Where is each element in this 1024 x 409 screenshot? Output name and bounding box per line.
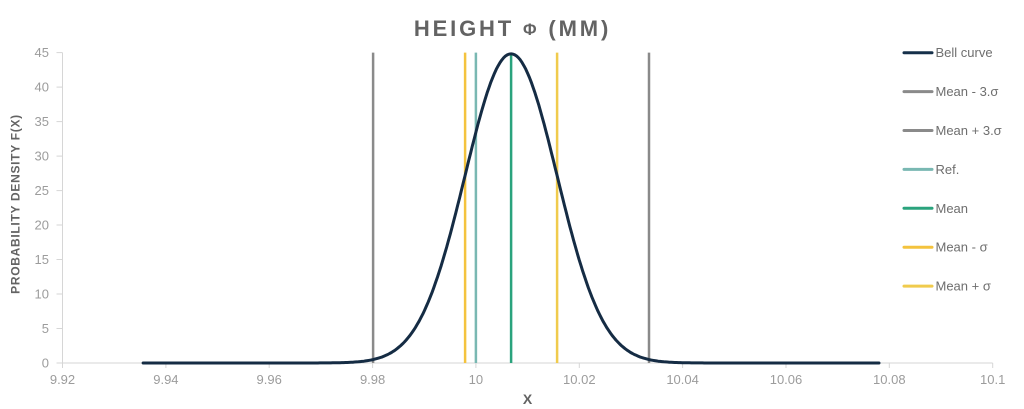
- svg-text:35: 35: [35, 114, 49, 129]
- svg-text:10: 10: [35, 286, 49, 301]
- svg-text:10.1: 10.1: [980, 372, 1005, 387]
- svg-text:45: 45: [35, 45, 49, 60]
- svg-text:Mean - 3.σ: Mean - 3.σ: [936, 84, 999, 99]
- svg-text:0: 0: [42, 355, 49, 370]
- svg-text:40: 40: [35, 79, 49, 94]
- svg-text:PROBABILITY DENSITY F(X): PROBABILITY DENSITY F(X): [9, 114, 23, 294]
- svg-text:9.96: 9.96: [257, 372, 282, 387]
- svg-text:30: 30: [35, 148, 49, 163]
- svg-text:9.94: 9.94: [153, 372, 178, 387]
- svg-text:10.06: 10.06: [770, 372, 803, 387]
- svg-text:10: 10: [469, 372, 483, 387]
- svg-text:Mean: Mean: [936, 201, 969, 216]
- svg-text:Mean + 3.σ: Mean + 3.σ: [936, 123, 1002, 138]
- svg-text:15: 15: [35, 252, 49, 267]
- svg-text:10.04: 10.04: [666, 372, 699, 387]
- svg-text:Ref.: Ref.: [936, 162, 960, 177]
- svg-text:Bell curve: Bell curve: [936, 45, 993, 60]
- svg-text:20: 20: [35, 217, 49, 232]
- svg-text:HEIGHT Φ (MM): HEIGHT Φ (MM): [414, 16, 611, 41]
- svg-text:5: 5: [42, 321, 49, 336]
- svg-text:9.98: 9.98: [360, 372, 385, 387]
- svg-text:Mean - σ: Mean - σ: [936, 240, 988, 255]
- svg-text:10.02: 10.02: [563, 372, 596, 387]
- svg-text:X: X: [523, 391, 533, 407]
- svg-text:9.92: 9.92: [50, 372, 75, 387]
- svg-text:10.08: 10.08: [873, 372, 906, 387]
- svg-text:Mean + σ: Mean + σ: [936, 279, 991, 294]
- svg-text:25: 25: [35, 183, 49, 198]
